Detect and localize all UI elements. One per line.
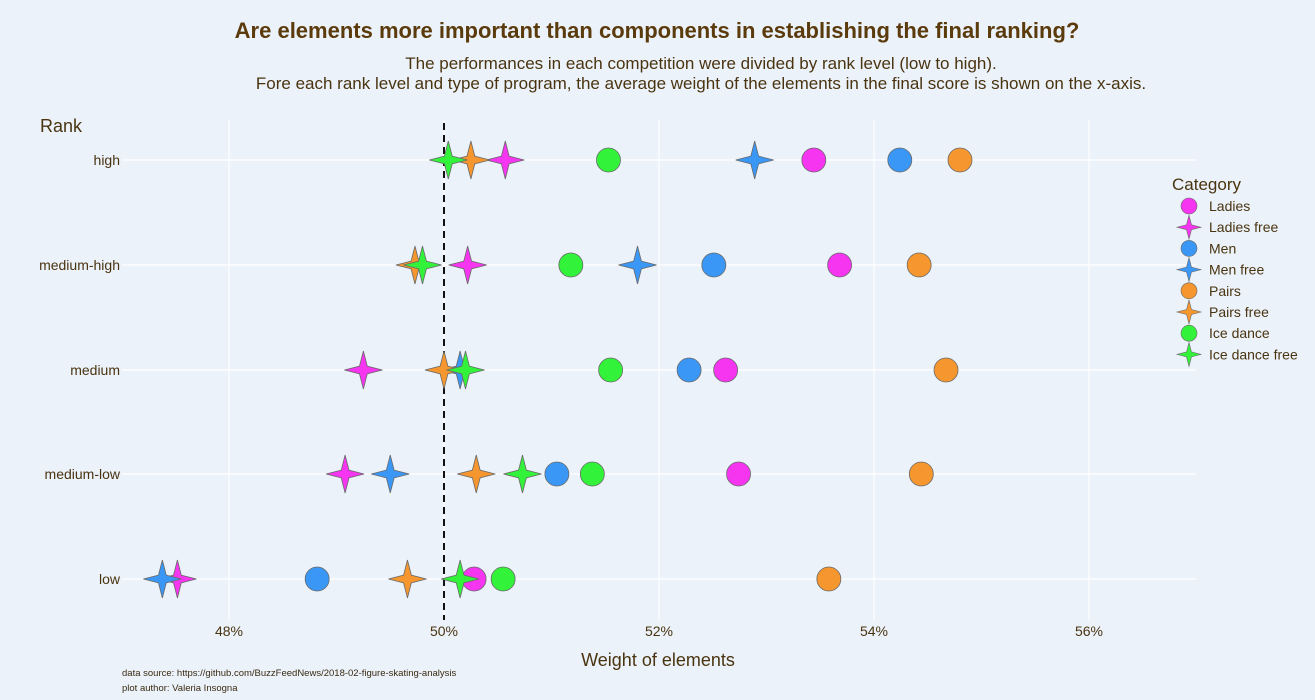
legend-marker (1175, 298, 1203, 326)
x-axis-title: Weight of elements (581, 650, 735, 670)
data-point-ladies-medium-low (726, 461, 751, 487)
data-point-pairs-free-low (388, 559, 427, 599)
data-point-men-free-low (143, 559, 182, 599)
legend-marker (1175, 256, 1203, 283)
data-point-pairs-free-high (451, 140, 490, 180)
data-point-pairs-medium-low (908, 461, 934, 487)
y-axis-ticks: low medium-low medium medium-high high (39, 152, 121, 587)
legend-marker (1175, 341, 1203, 368)
x-axis-ticks: 48% 50% 52% 54% 56% (215, 623, 1103, 639)
legend-label: Pairs (1209, 283, 1241, 299)
grid-lines (122, 120, 1196, 620)
data-point-ice-dance-free-medium-low (503, 454, 542, 494)
x-tick-label: 52% (645, 623, 673, 639)
data-point-men-free-high (735, 140, 774, 180)
data-point-ladies-medium-high (827, 252, 852, 278)
data-point-ice-dance-high (596, 147, 621, 173)
legend-label: Ice dance (1209, 325, 1270, 341)
legend-marker (1180, 282, 1198, 300)
legend-label: Men free (1209, 262, 1264, 278)
data-point-ladies-free-medium-high (448, 245, 487, 285)
y-tick-label: low (99, 571, 121, 587)
data-point-ladies-medium (713, 357, 739, 383)
chart-title: Are elements more important than compone… (235, 18, 1080, 43)
x-tick-label: 54% (860, 623, 888, 639)
data-point-pairs-medium (933, 357, 959, 383)
legend-label: Men (1209, 240, 1236, 256)
y-axis-title: Rank (40, 116, 83, 136)
data-point-ladies-high (801, 147, 827, 173)
y-tick-label: high (94, 152, 120, 168)
plot-author-note: plot author: Valeria Insogna (122, 683, 238, 694)
data-point-men-low (304, 566, 330, 592)
legend-title: Category (1172, 175, 1241, 194)
data-point-ladies-free-medium-low (326, 454, 365, 494)
legend-label: Ice dance free (1209, 346, 1298, 362)
data-marks (143, 140, 973, 599)
legend-marker (1180, 197, 1198, 215)
data-point-ice-dance-medium-low (579, 461, 605, 487)
legend-label: Ladies (1209, 198, 1250, 214)
data-point-ice-dance-low (490, 566, 516, 592)
data-point-pairs-low (816, 566, 842, 592)
x-tick-label: 50% (430, 623, 458, 639)
data-point-men-medium (676, 357, 702, 383)
data-point-men-medium-high (701, 252, 727, 278)
data-point-ladies-free-high (486, 140, 525, 180)
legend-marker (1180, 240, 1198, 257)
x-tick-label: 56% (1075, 623, 1103, 639)
data-point-pairs-free-medium (424, 350, 464, 390)
y-tick-label: medium (70, 362, 120, 378)
legend-label: Pairs free (1209, 304, 1269, 320)
data-point-pairs-medium-high (906, 252, 932, 278)
legend: Category Ladies Ladies free Men Men free Pai… (1172, 175, 1298, 368)
chart-subtitle-line-1: The performances in each competition wer… (405, 54, 997, 73)
data-point-ice-dance-free-high (429, 140, 468, 180)
legend-marker (1180, 324, 1198, 342)
legend-label: Ladies free (1209, 219, 1278, 235)
x-tick-label: 48% (215, 623, 243, 639)
data-point-pairs-free-medium-low (457, 454, 496, 494)
y-tick-label: medium-high (39, 257, 120, 273)
data-point-men-free-medium-high (618, 245, 657, 285)
data-point-pairs-high (947, 147, 973, 173)
y-tick-label: medium-low (45, 466, 121, 482)
data-point-men-free-medium-low (371, 454, 410, 494)
data-point-ice-dance-medium (598, 357, 624, 383)
data-point-ice-dance-free-low (441, 559, 480, 599)
data-point-ice-dance-free-medium-high (403, 245, 442, 285)
data-point-ladies-free-medium (344, 350, 383, 390)
data-point-men-medium-low (544, 461, 570, 487)
legend-marker (1175, 214, 1203, 241)
data-point-ice-dance-medium-high (558, 252, 584, 278)
chart-subtitle-line-2: Fore each rank level and type of program… (256, 74, 1146, 93)
data-point-ice-dance-free-medium (446, 350, 485, 390)
data-point-men-high (887, 147, 913, 173)
data-source-note: data source: https://github.com/BuzzFeed… (122, 668, 457, 679)
